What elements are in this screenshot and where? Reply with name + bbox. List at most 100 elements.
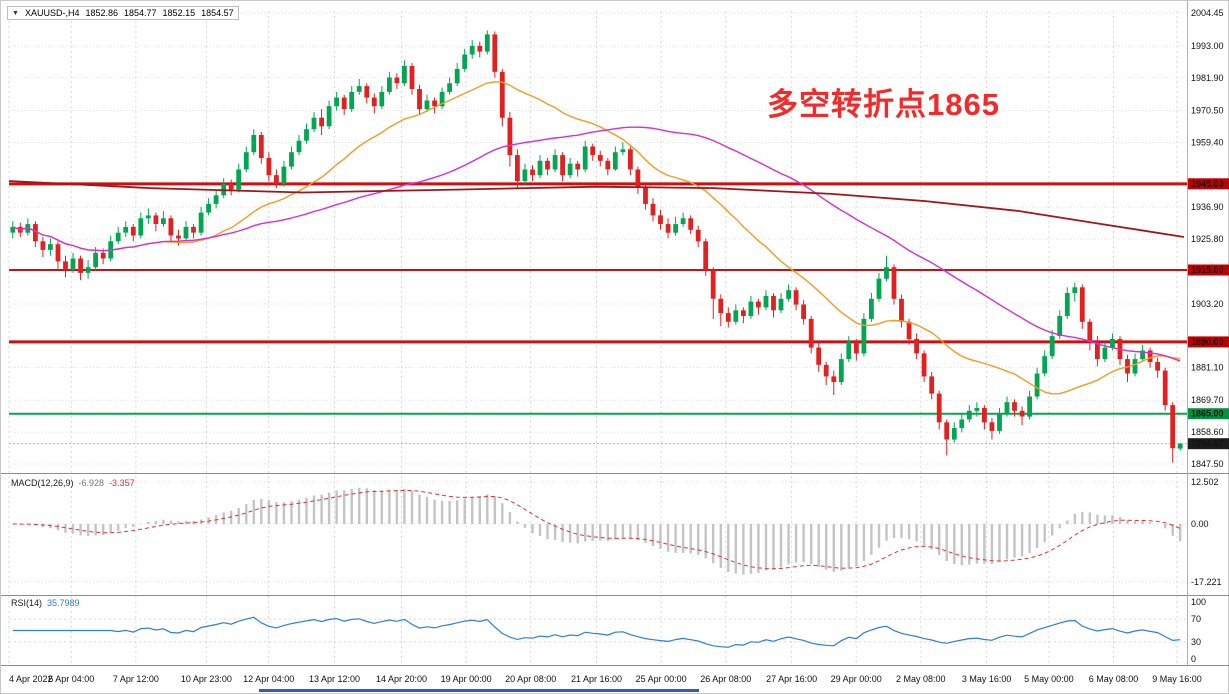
candle-down	[1087, 321, 1093, 342]
candle-down	[816, 347, 822, 365]
candle-up	[281, 166, 287, 184]
candle-down	[899, 298, 904, 322]
candle-down	[319, 117, 324, 127]
candle-up	[462, 54, 468, 69]
candle-down	[1095, 341, 1100, 360]
candle-down	[914, 339, 919, 354]
candle-up	[161, 218, 166, 224]
candle-down	[477, 45, 483, 52]
candle-up	[402, 66, 407, 84]
candle-down	[100, 252, 106, 259]
candle-up	[876, 278, 882, 299]
candle-up	[289, 152, 294, 167]
time-axis-label: 27 Apr 16:00	[766, 674, 817, 684]
candle-down	[854, 341, 859, 354]
candle-up	[1072, 287, 1078, 293]
time-axis-label: 7 Apr 12:00	[113, 674, 159, 684]
candle-up	[612, 152, 618, 170]
candle-up	[620, 149, 626, 153]
candle-up	[582, 146, 588, 170]
candle-up	[974, 408, 980, 411]
trend-ma-line	[8, 180, 1185, 238]
candle-down	[492, 34, 498, 72]
candle-down	[1170, 405, 1176, 449]
candle-down	[1019, 410, 1025, 417]
candle-down	[266, 158, 272, 176]
price-axis-label: 1970.50	[1191, 106, 1224, 116]
candle-down	[921, 353, 927, 377]
price-axis-label: 1858.60	[1191, 427, 1224, 437]
candle-down	[891, 267, 897, 299]
candle-up	[454, 68, 460, 84]
candle-up	[484, 34, 490, 52]
candle-up	[326, 106, 332, 127]
candle-up	[70, 258, 76, 270]
rsi-line	[12, 616, 1181, 648]
candle-up	[379, 91, 385, 107]
h-scrollbar-thumb[interactable]	[259, 689, 699, 692]
candle-up	[838, 359, 844, 383]
candle-up	[10, 226, 16, 233]
candle-down	[718, 298, 724, 314]
time-axis-label: 20 Apr 08:00	[505, 674, 556, 684]
price-axis-label: 2004.45	[1191, 8, 1224, 18]
candle-up	[311, 117, 317, 130]
price-axis-label: 1959.40	[1191, 137, 1224, 147]
candle-down	[643, 186, 648, 204]
price-level-badge	[1188, 336, 1229, 348]
time-axis-label: 21 Apr 16:00	[571, 674, 622, 684]
candle-down	[801, 304, 806, 319]
candle-up	[115, 232, 121, 242]
candle-up	[183, 226, 189, 239]
time-axis-label: 12 Apr 04:00	[243, 674, 294, 684]
candle-up	[304, 129, 309, 141]
candle-down	[55, 244, 61, 262]
candle-up	[198, 212, 204, 233]
candle-down	[63, 261, 68, 270]
price-axis-label: 1993.00	[1191, 41, 1224, 51]
candle-down	[153, 215, 159, 224]
macd-name: MACD(12,26,9)	[11, 478, 74, 488]
candle-up	[786, 290, 791, 299]
price-level-badge	[1188, 264, 1229, 276]
candle-down	[575, 163, 581, 170]
candle-up	[778, 298, 784, 311]
candle-up	[296, 140, 302, 153]
candle-down	[688, 218, 694, 230]
rsi-axis-label: 70	[1191, 614, 1201, 624]
candle-down	[417, 89, 422, 110]
rsi-indicator-label: RSI(14) 35.7989	[11, 598, 80, 608]
candle-down	[364, 86, 370, 98]
symbol-dropdown-icon[interactable]: ▼	[12, 9, 19, 17]
candle-down	[823, 364, 829, 377]
candle-up	[424, 100, 430, 110]
candle-down	[228, 183, 234, 190]
price-axis-label: 1869.70	[1191, 395, 1224, 405]
candle-down	[168, 218, 174, 236]
candle-down	[78, 258, 83, 273]
time-axis-label: 6 May 08:00	[1089, 674, 1139, 684]
candle-up	[673, 224, 678, 233]
candle-down	[590, 146, 596, 156]
annotation-text[interactable]: 多空转折点1865	[767, 87, 1000, 122]
macd-value-main: -6.928	[78, 478, 105, 488]
candle-up	[251, 135, 257, 153]
candle-down	[695, 229, 701, 242]
rsi-value: 35.7989	[47, 598, 80, 608]
candle-down	[936, 393, 942, 423]
macd-indicator-label: MACD(12,26,9) -6.928 -3.357	[11, 478, 135, 488]
candle-down	[409, 66, 415, 89]
candle-down	[725, 313, 731, 322]
price-axis-label: 1847.50	[1191, 459, 1224, 469]
macd-axis-label: -17.221	[1191, 577, 1222, 587]
candle-down	[989, 422, 995, 431]
candle-up	[733, 310, 739, 322]
time-axis-label: 4 Apr 2022	[9, 674, 53, 684]
candle-up	[1102, 347, 1108, 360]
candle-down	[341, 97, 347, 110]
candle-down	[1162, 370, 1168, 406]
candle-up	[93, 252, 98, 268]
candle-up	[846, 341, 852, 360]
candle-up	[123, 226, 129, 233]
